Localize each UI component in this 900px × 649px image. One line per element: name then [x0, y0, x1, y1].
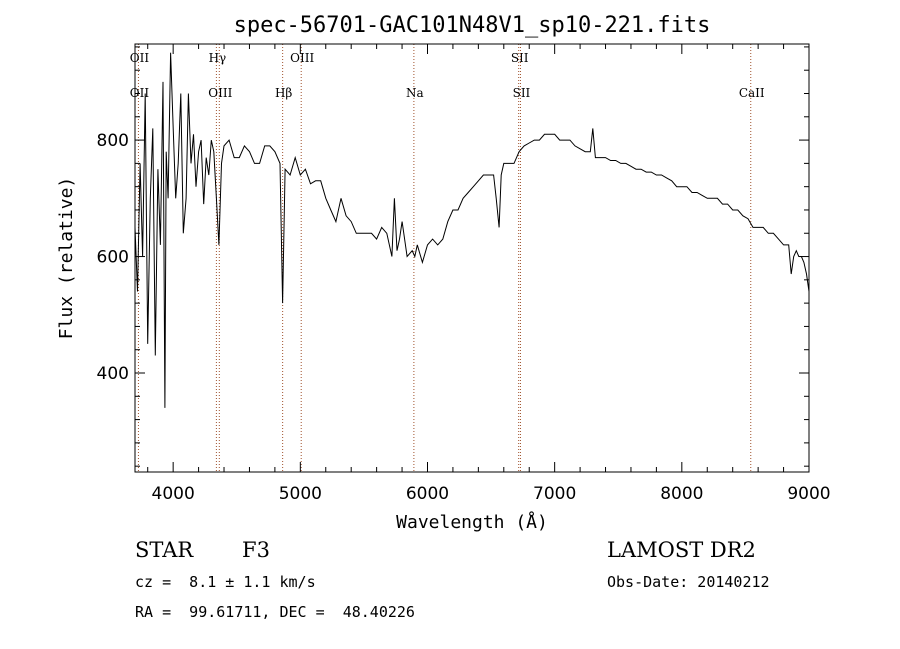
x-tick-label: 5000	[279, 484, 322, 504]
x-tick-label: 8000	[660, 484, 703, 504]
spectrum-series	[134, 52, 810, 408]
line-label: Na	[406, 86, 424, 100]
y-tick-label: 400	[97, 364, 129, 384]
redshift-velocity: cz = 8.1 ± 1.1 km/s	[135, 573, 316, 591]
observation-date: Obs-Date: 20140212	[607, 573, 770, 591]
line-label: OIII	[290, 51, 314, 65]
line-label: SII	[511, 51, 529, 65]
y-axis-label: Flux (relative)	[56, 177, 77, 340]
x-tick-label: 7000	[533, 484, 576, 504]
object-class: STAR	[135, 538, 194, 562]
chart-title: spec-56701-GAC101N48V1_sp10-221.fits	[234, 13, 711, 38]
coordinates: RA = 99.61711, DEC = 48.40226	[135, 603, 415, 621]
plot-frame	[134, 43, 810, 473]
spectrum-line	[134, 52, 810, 408]
object-subclass: F3	[242, 538, 270, 562]
line-label: Hβ	[275, 86, 292, 100]
x-tick-label: 6000	[406, 484, 449, 504]
line-label: OIII	[208, 86, 232, 100]
line-label: Hγ	[209, 51, 227, 65]
survey-name: LAMOST DR2	[607, 538, 756, 562]
y-tick-label: 800	[97, 131, 129, 151]
axes: 4000 5000 6000 7000 8000 9000 400 600 800	[97, 44, 831, 504]
line-label: SII	[513, 86, 531, 100]
line-label: CaII	[739, 86, 765, 100]
x-tick-label: 9000	[787, 484, 830, 504]
line-label: OII	[130, 51, 150, 65]
x-axis-label: Wavelength (Å)	[396, 511, 548, 533]
x-tick-label: 4000	[152, 484, 195, 504]
y-tick-label: 600	[97, 248, 129, 268]
